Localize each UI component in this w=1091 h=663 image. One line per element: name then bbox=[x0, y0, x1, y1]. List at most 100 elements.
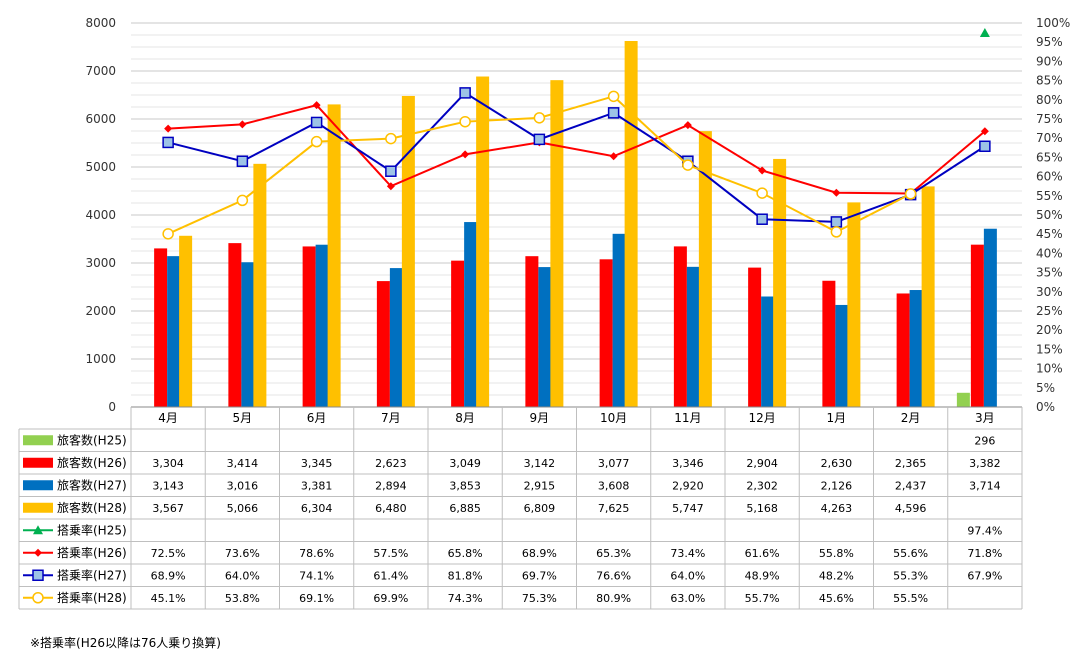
data-label: 2,437 bbox=[895, 479, 927, 492]
bar-3 bbox=[624, 41, 638, 407]
y-right-tick-label: 55% bbox=[1036, 189, 1063, 203]
point-square bbox=[979, 140, 991, 153]
bar-1 bbox=[748, 267, 762, 407]
y-right-tick-label: 85% bbox=[1036, 74, 1063, 88]
bar-3 bbox=[847, 202, 861, 407]
data-label: 2,623 bbox=[375, 457, 407, 470]
data-label: 78.6% bbox=[299, 547, 334, 560]
point-diamond bbox=[164, 124, 173, 133]
y-right-tick-label: 75% bbox=[1036, 112, 1063, 126]
legend-label: 搭乗率(H26) bbox=[57, 545, 127, 560]
point-square bbox=[236, 155, 249, 167]
point-circle bbox=[607, 90, 620, 103]
data-label: 74.3% bbox=[448, 592, 483, 605]
y-right-tick-label: 95% bbox=[1036, 35, 1063, 49]
data-label: 6,480 bbox=[375, 502, 407, 515]
point-diamond bbox=[461, 150, 470, 159]
data-label: 6,809 bbox=[524, 502, 556, 515]
data-label: 5,747 bbox=[672, 502, 704, 515]
data-label: 55.7% bbox=[745, 592, 780, 605]
legend-key bbox=[23, 457, 53, 468]
data-label: 6,304 bbox=[301, 502, 333, 515]
point-circle bbox=[310, 135, 323, 148]
data-label: 53.8% bbox=[225, 592, 260, 605]
data-label: 69.1% bbox=[299, 592, 334, 605]
legend-label: 旅客数(H26) bbox=[57, 455, 127, 470]
y-right-tick-label: 80% bbox=[1036, 93, 1063, 107]
legend-label: 搭乗率(H27) bbox=[57, 567, 127, 582]
y-right-tick-label: 65% bbox=[1036, 150, 1063, 164]
point-circle bbox=[682, 159, 694, 171]
data-label: 73.4% bbox=[670, 547, 705, 560]
bar-2 bbox=[241, 262, 255, 407]
bar-1 bbox=[525, 256, 539, 407]
data-label: 3,346 bbox=[672, 457, 704, 470]
data-label: 6,885 bbox=[449, 502, 481, 515]
data-label: 97.4% bbox=[967, 524, 1002, 537]
point-circle bbox=[385, 132, 397, 145]
data-label: 68.9% bbox=[151, 569, 186, 582]
bar-1 bbox=[599, 259, 613, 407]
data-label: 2,126 bbox=[821, 479, 853, 492]
data-label: 3,143 bbox=[152, 479, 184, 492]
bar-2 bbox=[686, 266, 700, 407]
y-left-tick-label: 3000 bbox=[85, 256, 116, 270]
point-circle bbox=[904, 188, 917, 200]
data-label: 3,345 bbox=[301, 457, 333, 470]
data-label: 64.0% bbox=[225, 569, 260, 582]
series-line-1 bbox=[168, 104, 986, 195]
data-label: 3,381 bbox=[301, 479, 333, 492]
y-right-tick-label: 5% bbox=[1036, 381, 1055, 395]
data-label: 4,263 bbox=[821, 502, 853, 515]
data-label: 2,365 bbox=[895, 457, 927, 470]
bar-3 bbox=[921, 186, 935, 407]
bar-3 bbox=[773, 158, 787, 407]
y-right-tick-label: 10% bbox=[1036, 362, 1063, 376]
data-label: 2,915 bbox=[524, 479, 556, 492]
bar-3 bbox=[179, 235, 193, 407]
y-left-tick-label: 7000 bbox=[85, 64, 116, 78]
legend-key-marker bbox=[32, 592, 44, 604]
legend-key bbox=[23, 480, 53, 491]
data-label: 76.6% bbox=[596, 569, 631, 582]
data-label: 68.9% bbox=[522, 547, 557, 560]
y-right-tick-label: 25% bbox=[1036, 304, 1063, 318]
legend-label: 搭乗率(H25) bbox=[57, 522, 127, 537]
data-label: 4,596 bbox=[895, 502, 927, 515]
data-label: 2,920 bbox=[672, 479, 704, 492]
bar-2 bbox=[761, 296, 775, 407]
data-label: 57.5% bbox=[373, 547, 408, 560]
bar-2 bbox=[612, 233, 626, 407]
data-label: 73.6% bbox=[225, 547, 260, 560]
data-label: 296 bbox=[974, 434, 995, 447]
point-circle bbox=[459, 115, 471, 128]
y-right-tick-label: 15% bbox=[1036, 342, 1063, 356]
point-diamond bbox=[238, 120, 247, 129]
x-category-label: 3月 bbox=[975, 411, 995, 425]
point-square bbox=[533, 133, 546, 146]
point-square bbox=[310, 116, 323, 129]
bar-1 bbox=[228, 243, 242, 407]
y-left-tick-label: 5000 bbox=[85, 160, 116, 174]
data-label: 69.7% bbox=[522, 569, 557, 582]
bar-1 bbox=[673, 246, 687, 407]
bar-1 bbox=[302, 246, 316, 407]
bar-3 bbox=[476, 76, 490, 408]
point-diamond bbox=[683, 121, 692, 130]
legend-label: 旅客数(H27) bbox=[57, 477, 127, 492]
data-label: 55.5% bbox=[893, 592, 928, 605]
point-diamond bbox=[758, 166, 767, 175]
point-square bbox=[607, 107, 620, 119]
data-label: 75.3% bbox=[522, 592, 557, 605]
data-label: 80.9% bbox=[596, 592, 631, 605]
bar-3 bbox=[698, 131, 712, 408]
legend-key-marker bbox=[32, 569, 44, 581]
data-label: 65.3% bbox=[596, 547, 631, 560]
bar-1 bbox=[822, 280, 836, 407]
data-label: 5,066 bbox=[227, 502, 259, 515]
data-label: 55.6% bbox=[893, 547, 928, 560]
data-label: 63.0% bbox=[670, 592, 705, 605]
bar-1 bbox=[451, 260, 465, 407]
bar-3 bbox=[401, 95, 415, 408]
point-diamond bbox=[312, 101, 321, 110]
